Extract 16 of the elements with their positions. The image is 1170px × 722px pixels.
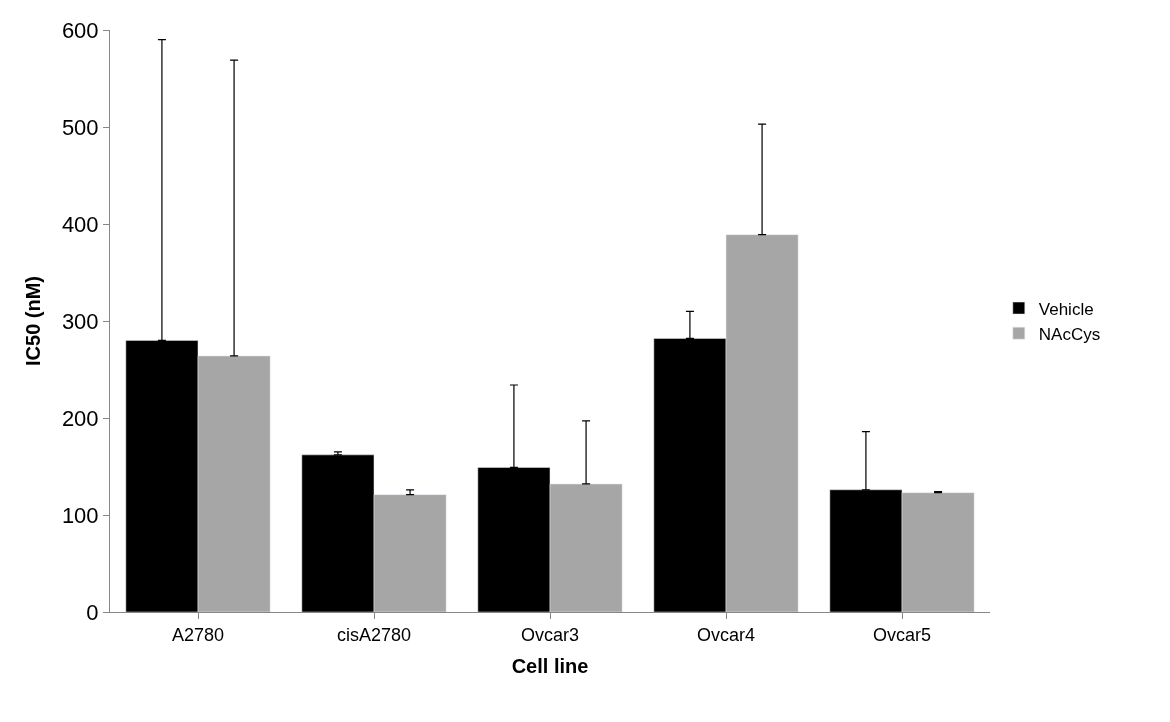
x-tick-label: A2780 — [171, 624, 225, 645]
x-tick-label: Ovcar5 — [872, 624, 932, 645]
x-axis-title: Cell line — [511, 655, 589, 678]
y-tick-label: 200 — [61, 405, 99, 431]
y-tick-label: 400 — [61, 211, 99, 237]
y-tick-label: 0 — [86, 599, 99, 625]
x-tick-label: Ovcar3 — [520, 624, 580, 645]
x-tick-label: Ovcar4 — [696, 624, 756, 645]
y-tick-label: 100 — [61, 502, 99, 528]
y-tick-label: 500 — [61, 114, 99, 140]
y-axis-title: IC50 (nM) — [22, 276, 45, 366]
legend-label: Vehicle — [1038, 299, 1094, 319]
y-tick-label: 600 — [61, 17, 99, 43]
x-tick-label: cisA2780 — [336, 624, 412, 645]
y-tick-label: 300 — [61, 308, 99, 334]
legend-label: NAcCys — [1038, 324, 1101, 344]
